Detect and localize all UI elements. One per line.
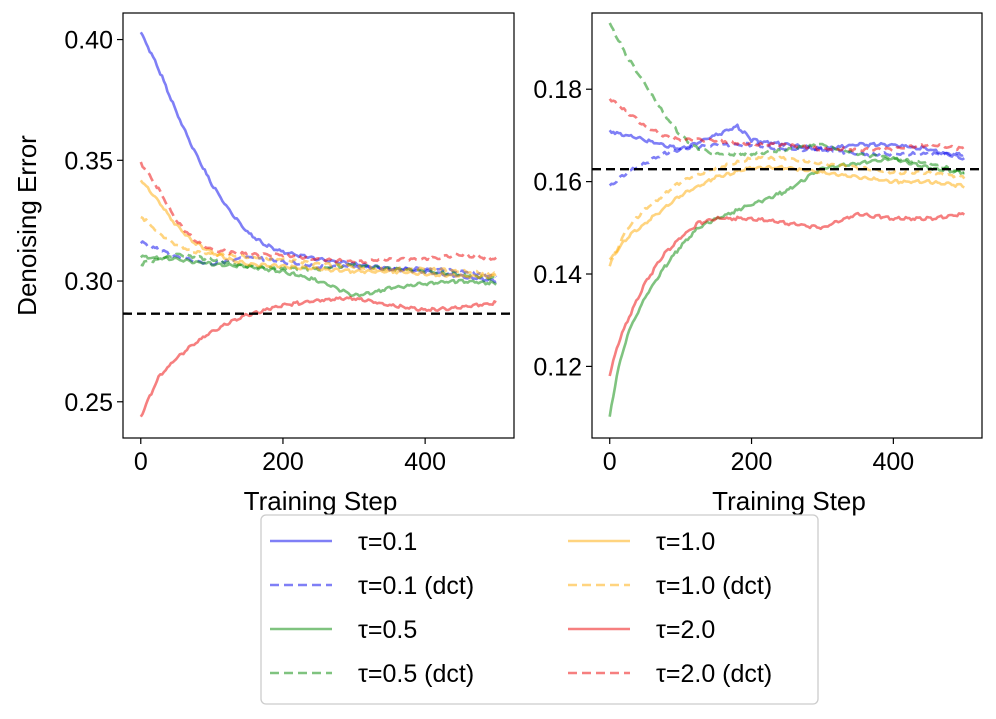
legend-label: τ=2.0 (dct)	[656, 660, 772, 688]
x-tick-label: 200	[262, 448, 304, 476]
legend: τ=0.1 τ=0.1 (dct) τ=0.5 τ=0.5 (dct) τ=1.0 τ=1…	[260, 514, 819, 705]
series-line	[139, 254, 497, 298]
series-line	[140, 215, 497, 277]
x-tick-label: 400	[873, 448, 915, 476]
legend-label: τ=0.1 (dct)	[358, 572, 474, 600]
plot-area	[608, 22, 966, 417]
series-line	[608, 98, 966, 153]
axes-frame	[122, 12, 515, 439]
y-tick-label: 0.30	[64, 268, 113, 296]
series-line	[608, 22, 965, 175]
legend-box	[260, 514, 819, 705]
left-chart-panel: 0 200 400 0.25 0.30 0.35 0.40 Training Step Deno…	[12, 12, 515, 516]
legend-label: τ=0.5	[358, 616, 417, 644]
plot-area	[139, 31, 498, 418]
y-tick-label: 0.14	[533, 261, 582, 289]
y-tick-label: 0.18	[533, 76, 582, 104]
x-tick-label: 0	[134, 448, 148, 476]
series-line	[608, 141, 966, 187]
series-line	[608, 123, 965, 161]
series-line	[608, 156, 965, 417]
right-chart-panel: 0 200 400 0.12 0.14 0.16 0.18 Training Step	[533, 12, 983, 516]
y-axis-label: Denoising Error	[12, 135, 42, 316]
legend-label: τ=1.0	[656, 528, 715, 556]
x-axis-label: Training Step	[712, 486, 866, 516]
series-line	[608, 155, 966, 267]
axes-frame	[591, 12, 983, 439]
legend-label: τ=2.0	[656, 616, 715, 644]
y-tick-label: 0.25	[64, 389, 113, 417]
x-axis-label: Training Step	[244, 486, 398, 516]
x-tick-label: 0	[603, 448, 617, 476]
legend-label: τ=0.1	[358, 528, 417, 556]
series-line	[608, 164, 965, 261]
series-line	[608, 211, 966, 377]
legend-label: τ=0.5 (dct)	[358, 660, 474, 688]
legend-label: τ=1.0 (dct)	[656, 572, 772, 600]
x-tick-label: 400	[404, 448, 446, 476]
series-line	[139, 295, 497, 418]
y-tick-label: 0.35	[64, 147, 113, 175]
y-tick-label: 0.16	[533, 169, 582, 197]
y-tick-label: 0.40	[64, 27, 113, 55]
series-line	[139, 161, 497, 265]
y-tick-label: 0.12	[533, 353, 582, 381]
x-tick-label: 200	[731, 448, 773, 476]
